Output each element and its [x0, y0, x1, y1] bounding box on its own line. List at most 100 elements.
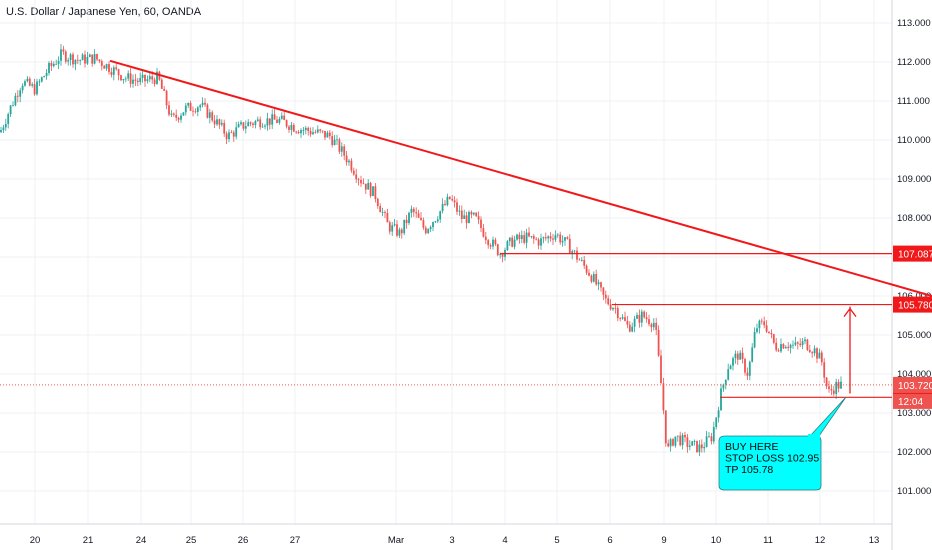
candle-body [420, 217, 422, 221]
candle [628, 321, 631, 333]
candle-body [751, 347, 754, 362]
candle [117, 68, 120, 81]
candle [568, 234, 571, 254]
candle-body [52, 63, 55, 67]
candle [391, 221, 394, 237]
x-tick-label: Mar [388, 535, 404, 546]
candle-body [208, 112, 211, 118]
candle-body [81, 54, 84, 61]
annotation-line: TP 105.78 [725, 464, 773, 476]
candle [2, 124, 5, 133]
candle [124, 76, 127, 83]
candle-body [60, 49, 62, 61]
candle-body [141, 74, 144, 78]
level-price-tag: 107.087 [893, 245, 932, 262]
candle [127, 70, 130, 82]
countdown-tag-bg [893, 393, 932, 409]
candle [192, 106, 194, 117]
candle-body [312, 132, 314, 135]
candle [360, 175, 362, 187]
candle-body [254, 121, 257, 125]
candle-body [499, 254, 502, 256]
candle [549, 232, 552, 242]
candle [576, 247, 578, 263]
candle [631, 322, 634, 333]
candle [554, 230, 557, 243]
candle-body [475, 212, 478, 217]
candle [393, 219, 396, 227]
candle-body [525, 232, 528, 243]
candle-body [129, 73, 132, 84]
candle [597, 279, 600, 291]
candle [792, 340, 794, 349]
candle-body [398, 229, 401, 236]
candle [256, 116, 259, 122]
candle-body [40, 77, 43, 82]
candle [640, 309, 643, 328]
candle [216, 115, 218, 126]
candle [33, 78, 36, 96]
candle [696, 440, 698, 454]
candle-body [662, 383, 665, 411]
candle-body [256, 119, 259, 122]
candle-body [136, 80, 139, 82]
candle [336, 134, 338, 146]
candle [600, 281, 602, 292]
candle [429, 225, 432, 232]
candle-body [79, 60, 82, 61]
candle-body [672, 439, 674, 446]
candle [211, 110, 214, 123]
candle-body [7, 114, 10, 124]
candle [129, 68, 132, 88]
candle-body [828, 386, 830, 390]
candle [415, 207, 418, 218]
x-tick-label: 25 [186, 535, 197, 546]
candle-body [172, 113, 175, 115]
candle [381, 207, 384, 217]
candle-body [91, 54, 94, 64]
x-tick-label: 10 [711, 535, 722, 546]
candle [367, 179, 370, 190]
candle [122, 78, 125, 84]
y-tick-label: 104.000 [897, 369, 931, 380]
candle-body [763, 321, 766, 326]
candle [297, 130, 300, 134]
candle-body [100, 61, 103, 66]
candle-body [448, 196, 451, 199]
candle-body [240, 122, 242, 125]
candle-body [103, 65, 106, 69]
candle-body [93, 54, 96, 64]
candle-body [184, 105, 187, 113]
candle-body [72, 54, 74, 65]
candle [72, 52, 74, 68]
y-tick-label: 101.000 [897, 486, 931, 497]
y-tick-label: 113.000 [897, 18, 931, 29]
candle [492, 236, 494, 250]
candle [7, 112, 10, 129]
y-tick-label: 109.000 [897, 174, 931, 185]
candle-body [117, 69, 120, 76]
candle [748, 360, 751, 381]
candle [379, 203, 382, 213]
candle [770, 329, 773, 339]
candle [758, 319, 761, 334]
candle-body [739, 352, 742, 360]
candle-body [62, 49, 65, 52]
candle [408, 211, 410, 226]
candle [410, 205, 413, 218]
candle-body [664, 410, 667, 444]
x-tick-label: 27 [290, 535, 301, 546]
candle [657, 325, 660, 357]
candle-body [434, 221, 437, 223]
candle-body [225, 133, 228, 140]
candle-body [648, 319, 650, 325]
candle-body [530, 235, 533, 237]
candle [465, 211, 468, 229]
candle [199, 103, 202, 112]
candle-body [345, 155, 348, 163]
candle-body [232, 132, 235, 137]
candle-body [832, 390, 835, 394]
candle-body [396, 224, 398, 236]
candle-body [55, 63, 58, 65]
